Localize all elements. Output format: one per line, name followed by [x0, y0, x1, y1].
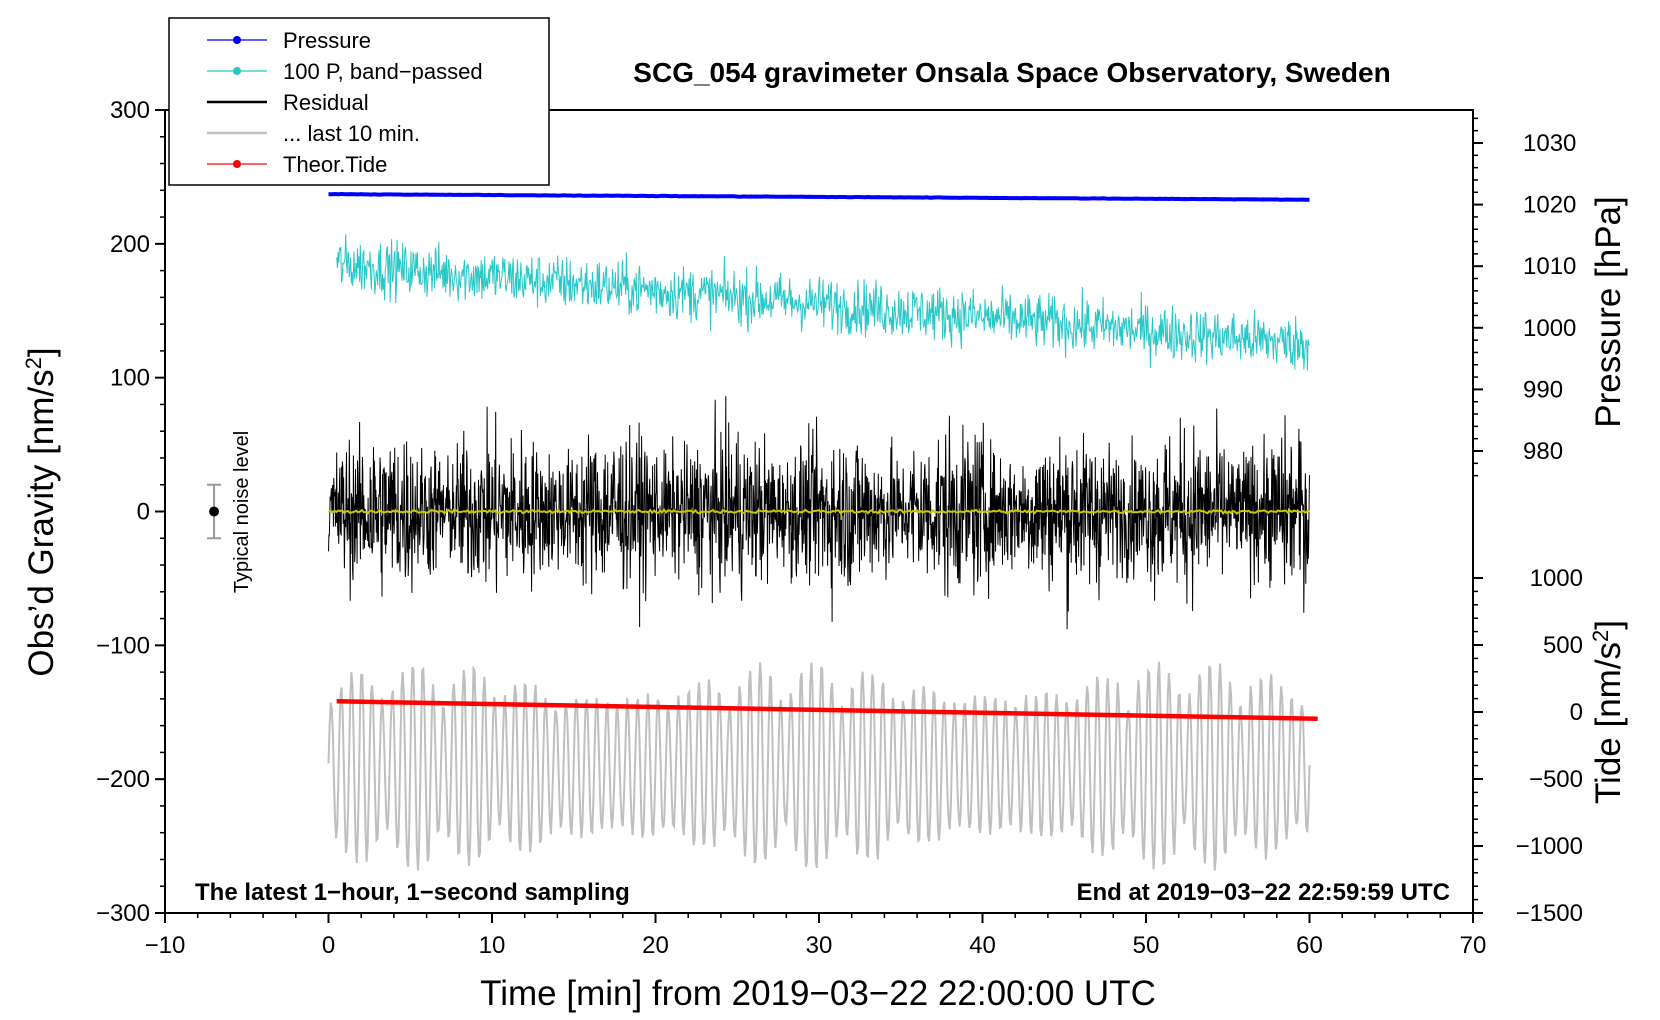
annotation-right: End at 2019−03−22 22:59:59 UTC: [1076, 879, 1450, 906]
series-last-10-min: [327, 661, 1311, 871]
legend-items: Pressure 100 P, band−passed Residual ... la…: [207, 28, 483, 177]
legend-marker: [233, 67, 241, 75]
series-theoretical-tide: [336, 699, 1318, 721]
y-axis-label-tide: Tide [nm/s2]: [1588, 620, 1628, 804]
y-axis-label-left-sup: 2: [21, 357, 46, 369]
y-axis-left: 300 200 100 0 −100 −200 −300: [96, 97, 165, 927]
y-axis-label-pressure: Pressure [hPa]: [1589, 196, 1628, 428]
legend: Pressure 100 P, band−passed Residual ... la…: [168, 17, 550, 186]
annotation-left: The latest 1−hour, 1−second sampling: [195, 879, 630, 906]
y-axis-pressure: 1030 1020 1010 1000 990 980: [1473, 117, 1576, 477]
legend-label: Residual: [283, 90, 369, 115]
x-axis-label: Time [min] from 2019−03−22 22:00:00 UTC: [480, 974, 1156, 1013]
y-axis-label-left-text: Obs’d Gravity [nm/s: [22, 369, 61, 676]
x-tick-label: 50: [1133, 932, 1160, 959]
tide-tick-label: −500: [1529, 766, 1583, 793]
x-tick-label: −10: [145, 932, 186, 959]
x-tick-label: 70: [1460, 932, 1487, 959]
y-tick-label: −300: [96, 900, 150, 927]
series-residual-smoothed: [328, 508, 1310, 516]
tide-tick-label: −1000: [1516, 833, 1583, 860]
tide-tick-label: 500: [1543, 632, 1583, 659]
x-tick-label: 40: [969, 932, 996, 959]
series-layer: [327, 191, 1318, 871]
y-axis-label-tide-text: Tide [nm/s: [1589, 642, 1628, 804]
tide-tick-label: −1500: [1516, 900, 1583, 927]
pressure-tick-label: 980: [1523, 438, 1563, 465]
noise-dot: [209, 506, 220, 517]
y-tick-label: 100: [110, 365, 150, 392]
pressure-tick-label: 1020: [1523, 192, 1576, 219]
tide-tick-label: 0: [1570, 699, 1583, 726]
y-tick-label: 200: [110, 231, 150, 258]
x-tick-label: 0: [322, 932, 335, 959]
x-tick-label: 60: [1296, 932, 1323, 959]
pressure-tick-label: 990: [1523, 376, 1563, 403]
series-pressure: [328, 191, 1310, 202]
y-axis-label-tide-sup: 2: [1588, 630, 1613, 642]
x-tick-label: 20: [642, 932, 669, 959]
legend-label: Pressure: [283, 28, 371, 53]
pressure-tick-label: 1000: [1523, 315, 1576, 342]
legend-box: [168, 17, 550, 186]
y-tick-label: −100: [96, 632, 150, 659]
x-axis: −10 0 10 20 30 40 50 60 70: [145, 913, 1487, 959]
y-tick-label: 0: [137, 499, 150, 526]
y-axis-tide: 1000 500 0 −500 −1000 −1500: [1473, 565, 1583, 927]
legend-label: Theor.Tide: [283, 152, 387, 177]
noise-label: Typical noise level: [231, 431, 253, 593]
y-axis-label-left: Obs’d Gravity [nm/s2]: [21, 347, 61, 676]
y-axis-label-tide-tail: ]: [1589, 620, 1628, 630]
y-tick-label: −200: [96, 766, 150, 793]
legend-marker: [233, 160, 241, 168]
pressure-tick-label: 1030: [1523, 130, 1576, 157]
chart-title: SCG_054 gravimeter Onsala Space Observat…: [633, 57, 1390, 88]
x-tick-label: 10: [479, 932, 506, 959]
tide-tick-label: 1000: [1530, 565, 1583, 592]
y-axis-label-left-tail: ]: [22, 347, 61, 357]
noise-indicator: Typical noise level: [207, 431, 253, 593]
series-pressure-bandpassed: [336, 234, 1310, 371]
legend-marker: [233, 36, 241, 44]
legend-label: ... last 10 min.: [283, 121, 420, 146]
x-tick-label: 30: [806, 932, 833, 959]
legend-label: 100 P, band−passed: [283, 59, 483, 84]
pressure-tick-label: 1010: [1523, 253, 1576, 280]
y-tick-label: 300: [110, 97, 150, 124]
series-residual: [328, 396, 1310, 630]
